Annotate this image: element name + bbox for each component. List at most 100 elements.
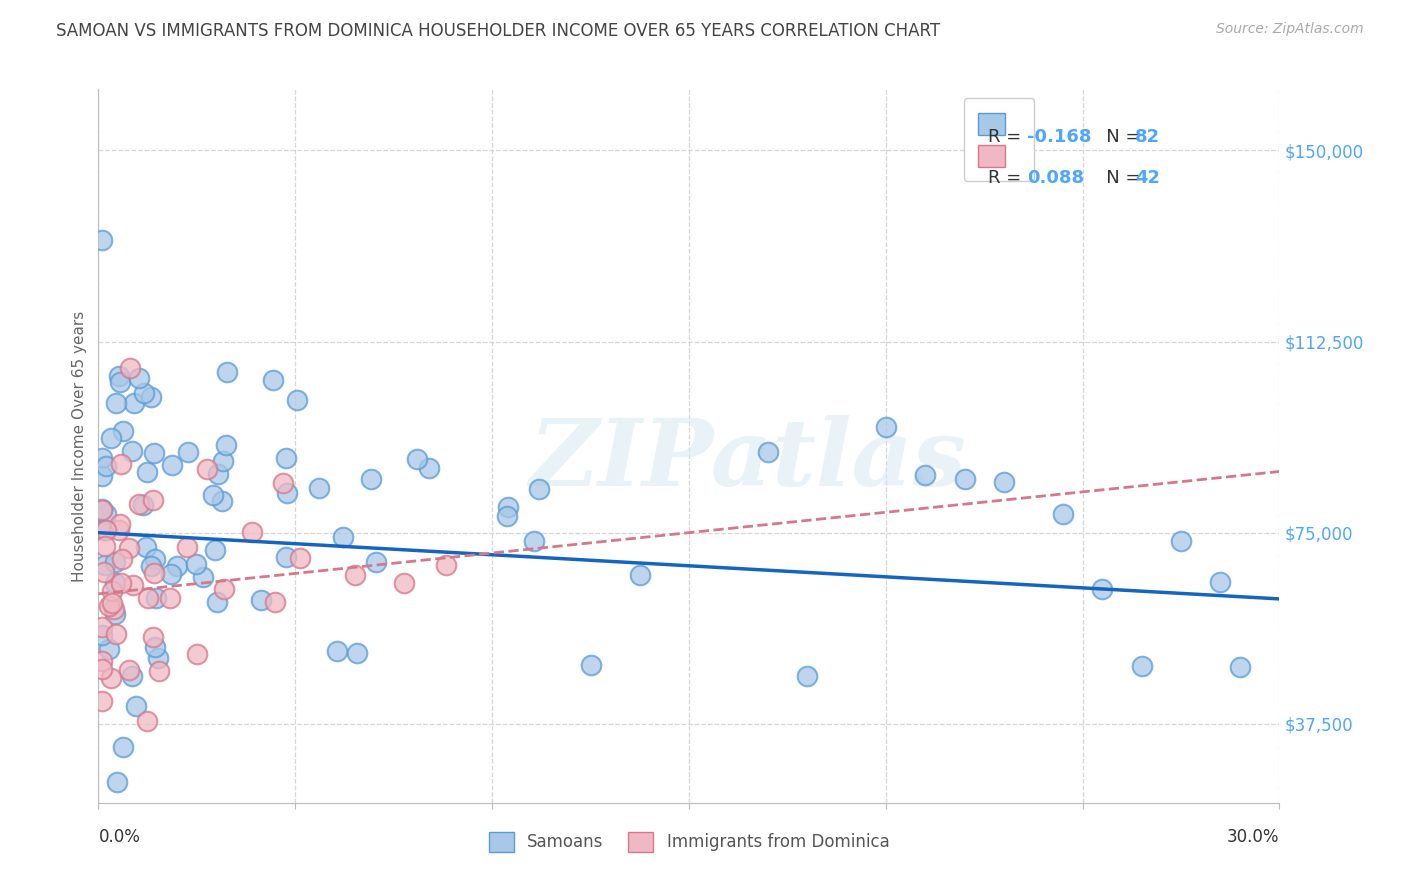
Point bbox=[212, 582, 235, 596]
Point bbox=[108, 516, 131, 531]
Point bbox=[104, 575, 127, 590]
Point bbox=[91, 694, 114, 708]
Point bbox=[211, 494, 233, 508]
Point bbox=[118, 361, 141, 376]
Text: R =: R = bbox=[988, 169, 1026, 187]
Point bbox=[1130, 659, 1153, 673]
Point bbox=[207, 467, 229, 482]
Text: N =: N = bbox=[1090, 128, 1146, 145]
Point bbox=[204, 542, 226, 557]
Point bbox=[141, 630, 163, 644]
Point bbox=[418, 460, 440, 475]
Point bbox=[1170, 534, 1192, 549]
Text: -0.168: -0.168 bbox=[1028, 128, 1091, 145]
Point bbox=[110, 576, 132, 591]
Point bbox=[121, 443, 143, 458]
Text: 42: 42 bbox=[1136, 169, 1160, 187]
Point bbox=[392, 576, 415, 591]
Point bbox=[91, 233, 114, 247]
Text: Source: ZipAtlas.com: Source: ZipAtlas.com bbox=[1216, 22, 1364, 37]
Point bbox=[993, 475, 1015, 489]
Point bbox=[796, 669, 818, 683]
Text: 82: 82 bbox=[1136, 128, 1160, 145]
Point bbox=[148, 665, 170, 679]
Point bbox=[285, 393, 308, 408]
Point bbox=[121, 669, 143, 683]
Point bbox=[522, 534, 544, 549]
Point bbox=[103, 607, 125, 621]
Point bbox=[98, 641, 121, 656]
Point bbox=[406, 452, 429, 467]
Point bbox=[195, 462, 218, 476]
Point bbox=[94, 459, 117, 474]
Point bbox=[332, 530, 354, 544]
Point bbox=[212, 453, 235, 467]
Point bbox=[263, 373, 285, 387]
Point bbox=[143, 552, 166, 566]
Point bbox=[101, 583, 124, 598]
Point bbox=[1052, 507, 1074, 521]
Point bbox=[111, 551, 134, 566]
Point bbox=[217, 365, 239, 379]
Point bbox=[263, 595, 285, 609]
Point bbox=[128, 497, 150, 511]
Point bbox=[1229, 660, 1251, 674]
Text: 0.088: 0.088 bbox=[1028, 169, 1084, 187]
Point bbox=[93, 565, 115, 579]
Point bbox=[122, 396, 145, 410]
Point bbox=[93, 523, 115, 537]
Point bbox=[91, 451, 114, 466]
Point bbox=[274, 549, 297, 564]
Point bbox=[186, 647, 208, 661]
Point bbox=[146, 651, 169, 665]
Point bbox=[94, 523, 117, 537]
Point bbox=[273, 476, 295, 491]
Point bbox=[436, 558, 458, 572]
Point bbox=[1091, 582, 1114, 596]
Point bbox=[91, 468, 114, 483]
Point bbox=[136, 591, 159, 606]
Y-axis label: Householder Income Over 65 years: Householder Income Over 65 years bbox=[72, 310, 87, 582]
Point bbox=[118, 541, 141, 555]
Point bbox=[94, 539, 117, 553]
Point bbox=[498, 500, 520, 514]
Point bbox=[128, 370, 150, 384]
Point bbox=[166, 558, 188, 573]
Point bbox=[1209, 575, 1232, 590]
Point bbox=[343, 567, 366, 582]
Point bbox=[145, 591, 167, 605]
Text: N =: N = bbox=[1090, 169, 1146, 187]
Point bbox=[628, 567, 651, 582]
Point bbox=[103, 601, 125, 615]
Point bbox=[176, 445, 198, 459]
Point bbox=[91, 662, 114, 676]
Point bbox=[191, 570, 214, 584]
Point bbox=[98, 599, 121, 613]
Point bbox=[184, 557, 207, 571]
Point bbox=[176, 540, 198, 554]
Point bbox=[142, 492, 165, 507]
Point bbox=[108, 368, 131, 383]
Point bbox=[91, 502, 114, 516]
Point bbox=[249, 592, 271, 607]
Point bbox=[207, 594, 229, 608]
Point bbox=[105, 626, 128, 640]
Text: ZIPatlas: ZIPatlas bbox=[530, 416, 966, 505]
Point bbox=[139, 390, 162, 404]
Point bbox=[242, 525, 264, 540]
Point bbox=[756, 444, 779, 458]
Point bbox=[111, 739, 134, 754]
Point bbox=[875, 420, 897, 434]
Point bbox=[118, 663, 141, 677]
Point bbox=[143, 640, 166, 654]
Text: R =: R = bbox=[988, 128, 1026, 145]
Legend: Samoans, Immigrants from Dominica: Samoans, Immigrants from Dominica bbox=[482, 825, 896, 859]
Point bbox=[142, 566, 165, 580]
Point bbox=[135, 541, 157, 555]
Point bbox=[160, 458, 183, 472]
Point bbox=[101, 596, 124, 610]
Point bbox=[91, 503, 114, 517]
Point bbox=[141, 558, 163, 573]
Point bbox=[94, 558, 117, 572]
Point bbox=[100, 431, 122, 445]
